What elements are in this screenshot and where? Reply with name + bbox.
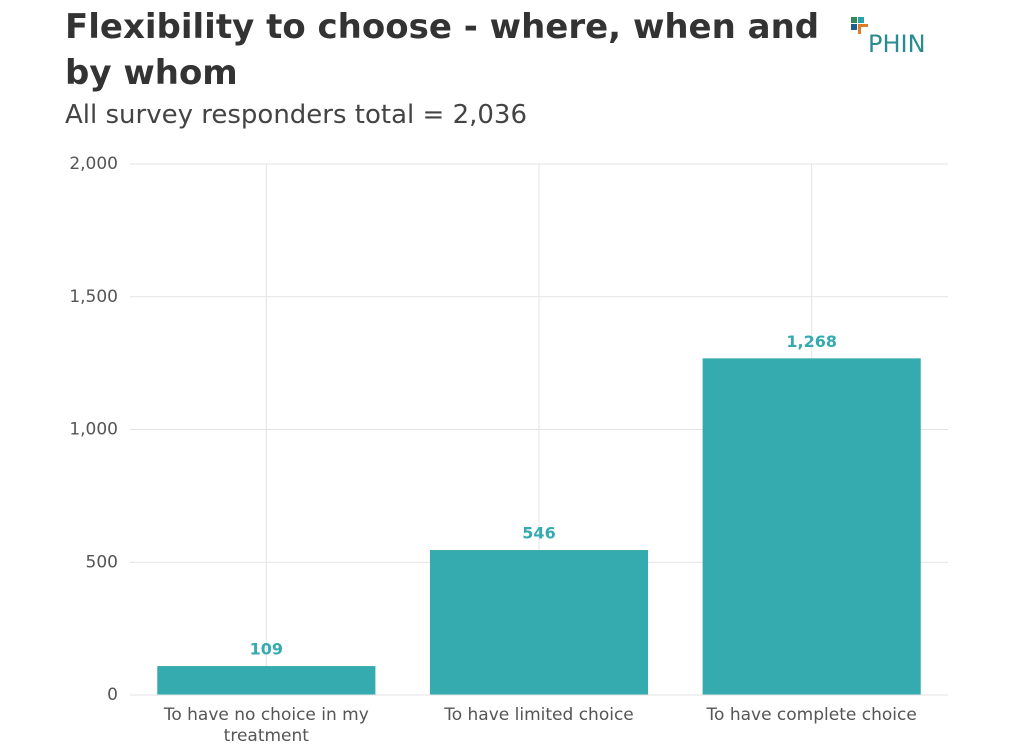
y-tick-label: 2,000 — [69, 154, 118, 174]
x-tick-label: To have complete choice — [706, 705, 917, 725]
y-tick-label: 500 — [86, 552, 118, 572]
value-label: 546 — [522, 524, 555, 543]
logo-icon — [858, 17, 864, 23]
y-tick-label: 1,500 — [69, 287, 118, 307]
y-tick-label: 0 — [107, 685, 118, 705]
x-tick-label: To have no choice in my treatment — [163, 705, 369, 746]
bar — [702, 358, 921, 695]
chart-subtitle: All survey responders total = 2,036 — [65, 100, 527, 130]
logo-icon — [858, 24, 868, 27]
chart-title: Flexibility to choose - where, when and … — [65, 7, 820, 93]
logo-icon — [851, 17, 857, 23]
bar — [429, 550, 649, 695]
logo-icon — [858, 24, 861, 34]
logo-text: PHIN — [868, 30, 926, 58]
x-tick-label: To have limited choice — [444, 705, 634, 725]
y-tick-label: 1,000 — [69, 420, 118, 440]
value-label: 109 — [250, 640, 283, 659]
bar — [157, 666, 376, 695]
logo-icon — [851, 24, 857, 30]
value-label: 1,268 — [786, 332, 837, 351]
